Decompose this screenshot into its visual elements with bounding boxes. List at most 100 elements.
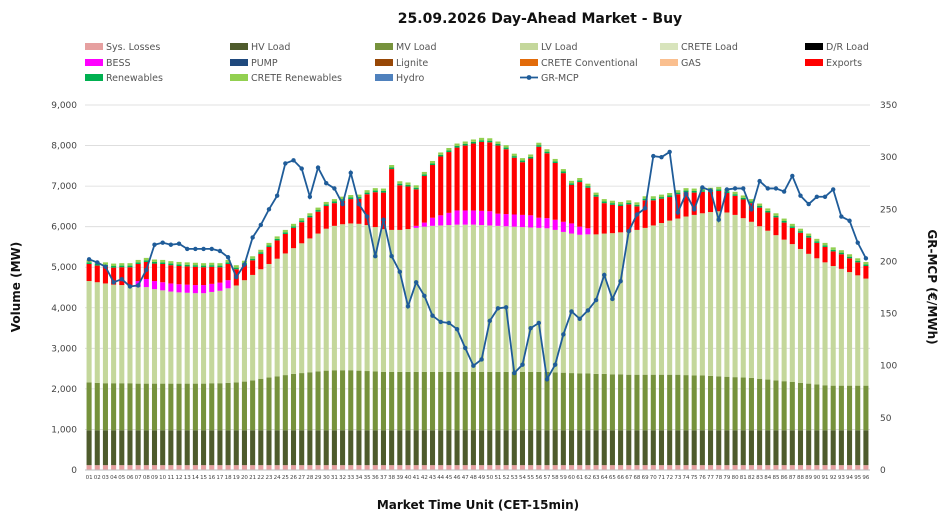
bar-segment-exports — [421, 175, 427, 223]
x-tick-label: 62 — [584, 475, 591, 481]
bar-segment-sys-losses — [822, 465, 828, 470]
x-tick-label: 31 — [331, 475, 338, 481]
bar-segment-mv-load — [168, 383, 174, 431]
bar-segment-hv-load — [552, 430, 558, 466]
bar-segment-exports — [593, 196, 599, 235]
bar-segment-crete-renewables — [789, 223, 795, 227]
bar-segment-crete-renewables — [119, 263, 125, 266]
bar-segment-crete-renewables — [536, 142, 542, 146]
bar-segment-mv-load — [380, 371, 386, 431]
bar-segment-renewables — [781, 220, 787, 223]
x-tick-label: 66 — [617, 475, 624, 481]
x-tick-label: 79 — [723, 475, 730, 481]
bar-segment-crete-renewables — [470, 139, 476, 142]
bar-segment-lv-load — [658, 223, 665, 375]
bar-segment-hv-load — [503, 430, 509, 466]
bar-segment-exports — [446, 152, 452, 213]
bar-segment-lv-load — [781, 239, 787, 382]
x-tick-label: 92 — [830, 475, 837, 481]
bar-segment-exports — [217, 267, 223, 283]
bar-segment-renewables — [716, 189, 722, 191]
legend-item-crete-renewables: CRETE Renewables — [230, 73, 342, 84]
bar-segment-hv-load — [209, 430, 215, 466]
bar-segment-bess — [569, 223, 575, 234]
bar-segment-exports — [544, 153, 550, 219]
bar-segment-renewables — [536, 145, 542, 147]
bar-segment-renewables — [192, 265, 198, 267]
bar-segment-renewables — [618, 204, 624, 206]
bar-segment-exports — [487, 142, 493, 212]
x-tick-label: 57 — [544, 475, 551, 481]
bar-segment-sys-losses — [94, 465, 100, 470]
bar-segment-sys-losses — [789, 465, 795, 470]
bar-segment-exports — [806, 237, 812, 254]
x-tick-label: 82 — [748, 475, 755, 481]
bar-segment-bess — [168, 283, 174, 292]
bar-segment-hv-load — [691, 430, 697, 466]
bar-segment-lv-load — [757, 226, 763, 379]
bar-segment-hv-load — [462, 430, 468, 466]
bar-segment-hv-load — [830, 430, 836, 466]
bar-segment-sys-losses — [429, 465, 436, 470]
bar-segment-exports — [855, 262, 861, 276]
bar-segment-bess — [479, 210, 485, 226]
bar-segment-mv-load — [266, 377, 272, 431]
bar-segment-renewables — [806, 235, 812, 238]
bar-segment-lv-load — [454, 224, 460, 372]
bar-segment-renewables — [446, 150, 452, 153]
bar-segment-exports — [250, 260, 256, 275]
bar-segment-sys-losses — [593, 465, 599, 470]
bar-segment-exports — [789, 227, 795, 245]
bar-segment-hv-load — [454, 430, 460, 466]
bar-segment-hv-load — [323, 430, 329, 466]
bar-segment-crete-renewables — [135, 259, 141, 263]
bar-segment-mv-load — [135, 383, 141, 431]
bar-segment-mv-load — [307, 372, 313, 431]
mcp-point — [299, 166, 304, 171]
bar-segment-sys-losses — [552, 465, 558, 470]
bar-segment-lv-load — [446, 225, 452, 372]
bar-segment-renewables — [503, 147, 509, 150]
bar-segment-crete-renewables — [102, 262, 108, 265]
bar-segment-hv-load — [544, 430, 550, 466]
y2-tick-label: 100 — [880, 362, 897, 372]
mcp-point — [332, 186, 337, 191]
y-tick-label: 2,000 — [51, 385, 77, 395]
legend-label: BESS — [106, 58, 131, 69]
bar-segment-exports — [290, 227, 297, 249]
legend-item-mv-load: MV Load — [375, 42, 437, 53]
legend-label: HV Load — [251, 42, 290, 53]
bar-segment-mv-load — [577, 373, 583, 431]
bar-segment-mv-load — [528, 371, 534, 431]
bar-segment-sys-losses — [160, 465, 166, 470]
bar-segment-lv-load — [618, 232, 624, 375]
bar-segment-sys-losses — [585, 465, 591, 470]
bar-segment-mv-load — [86, 382, 92, 431]
bar-segment-exports — [511, 157, 517, 215]
bar-segment-renewables — [675, 192, 681, 195]
bar-segment-hv-load — [331, 430, 337, 466]
bar-segment-exports — [748, 203, 754, 222]
bar-segment-lv-load — [176, 292, 182, 384]
bar-segment-hv-load — [528, 430, 534, 466]
bar-segment-bess — [536, 217, 542, 228]
bar-segment-mv-load — [192, 383, 198, 431]
bar-segment-lv-load — [683, 216, 689, 376]
mcp-point — [250, 235, 255, 240]
mcp-point — [135, 283, 141, 288]
bar-segment-crete-renewables — [519, 158, 526, 161]
x-tick-label: 71 — [658, 475, 665, 481]
mcp-point — [111, 280, 116, 285]
bar-segment-hv-load — [176, 430, 182, 466]
bar-segment-exports — [209, 266, 215, 284]
legend-swatch — [85, 43, 103, 50]
bar-segment-crete-renewables — [421, 171, 427, 175]
bar-segment-sys-losses — [127, 465, 133, 470]
bar-segment-renewables — [201, 265, 207, 268]
bar-segment-mv-load — [806, 383, 812, 431]
bar-segment-exports — [634, 206, 640, 230]
bar-segment-lv-load — [127, 285, 133, 384]
mcp-point — [814, 194, 820, 199]
legend-label: D/R Load — [826, 42, 869, 53]
bar-segment-exports — [405, 186, 411, 230]
